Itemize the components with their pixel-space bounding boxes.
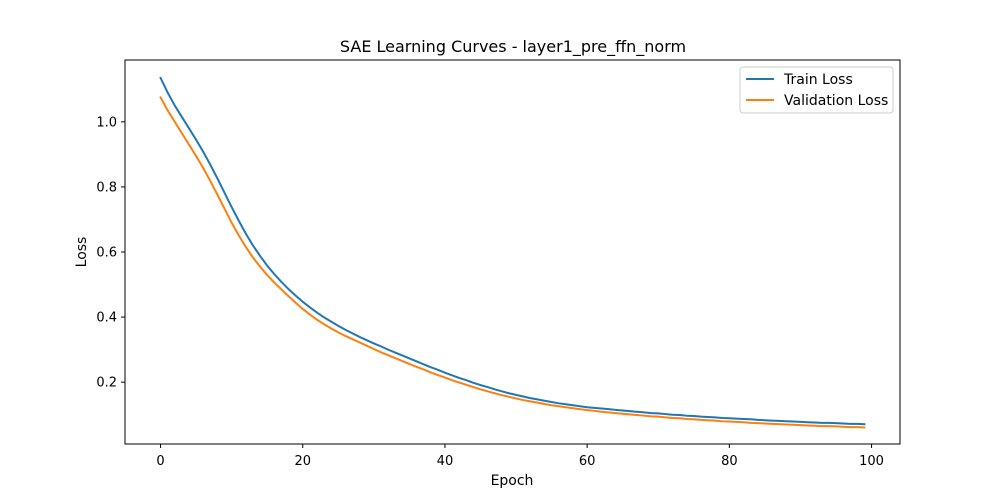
y-tick-label: 0.4 xyxy=(96,311,117,326)
series-line-train-loss xyxy=(159,76,866,426)
y-tick-label: 1.0 xyxy=(96,115,117,130)
y-tick-label: 0.8 xyxy=(96,180,117,195)
x-tick-label: 20 xyxy=(294,454,311,469)
legend-box xyxy=(739,66,894,114)
x-tick-label: 100 xyxy=(859,454,884,469)
y-tick-label: 0.2 xyxy=(96,376,117,391)
series-layer xyxy=(159,76,866,429)
x-tick-label: 80 xyxy=(721,454,738,469)
legend: Train Loss Validation Loss xyxy=(739,66,894,114)
plot-area-frame xyxy=(124,59,901,445)
x-tick-label: 60 xyxy=(579,454,596,469)
legend-label-validation-loss: Validation Loss xyxy=(784,93,888,109)
x-tick-label: 40 xyxy=(437,454,454,469)
ticks-layer: 0 20 40 60 80 100 0.2 0.4 0.6 0.8 1.0 xyxy=(96,115,884,469)
chart-title: SAE Learning Curves - layer1_pre_ffn_nor… xyxy=(340,37,686,57)
legend-label-train-loss: Train Loss xyxy=(783,72,853,88)
y-axis-label: Loss xyxy=(74,237,90,268)
series-line-validation-loss xyxy=(159,96,866,429)
x-axis-label: Epoch xyxy=(491,473,534,489)
y-tick-label: 0.6 xyxy=(96,246,117,261)
x-tick-label: 0 xyxy=(156,454,164,469)
